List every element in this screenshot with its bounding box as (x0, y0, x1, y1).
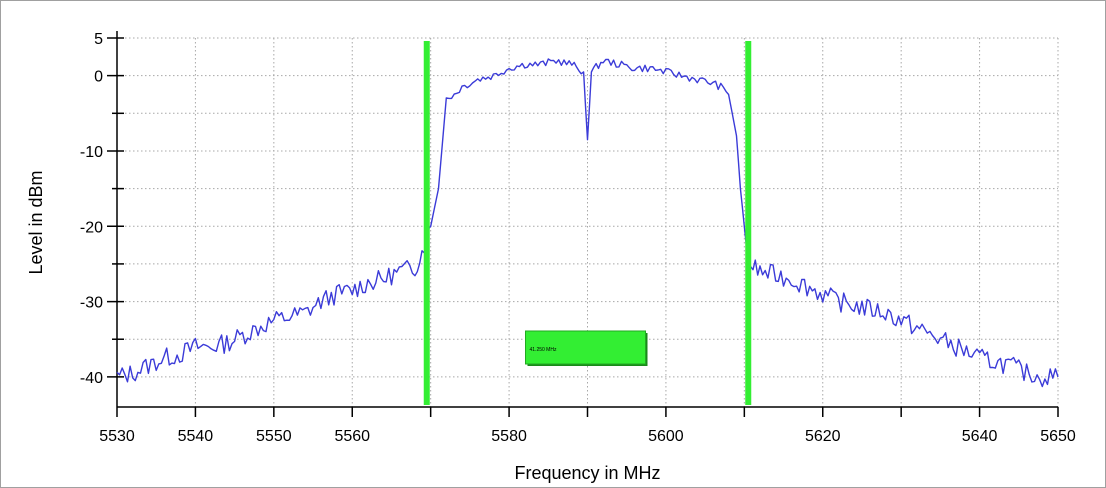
y-tick-label: -20 (80, 219, 103, 236)
x-axis-title: Frequency in MHz (514, 463, 660, 483)
axes (107, 31, 1059, 417)
x-tick-label: 5530 (99, 428, 135, 445)
trace (116, 58, 1059, 388)
x-tick-label: 5640 (962, 428, 998, 445)
x-tick-label: 5600 (648, 428, 684, 445)
span-box (525, 330, 646, 365)
y-tick-label: 5 (94, 31, 103, 48)
marker-line (423, 41, 430, 405)
labels: 5530 5540 5550 5560 5580 5600 5620 5640 5650 5 0 -1… (26, 31, 1076, 483)
y-tick-label: -40 (80, 370, 103, 387)
y-tick-label: -30 (80, 295, 103, 312)
x-tick-label: 5540 (178, 428, 214, 445)
span-label: 41.250 MHz (530, 347, 557, 353)
markers: 41.250 MHz (423, 41, 752, 405)
x-tick-label: 5620 (805, 428, 841, 445)
x-tick-label: 5550 (256, 428, 292, 445)
x-tick-label: 5560 (334, 428, 370, 445)
x-tick-label: 5650 (1040, 428, 1076, 445)
x-tick-label: 5580 (491, 428, 527, 445)
marker-line (745, 41, 752, 405)
spectrum-trace (116, 58, 1059, 388)
y-tick-label: -10 (80, 144, 103, 161)
y-axis-title: Level in dBm (26, 170, 46, 274)
y-tick-label: 0 (94, 69, 103, 86)
